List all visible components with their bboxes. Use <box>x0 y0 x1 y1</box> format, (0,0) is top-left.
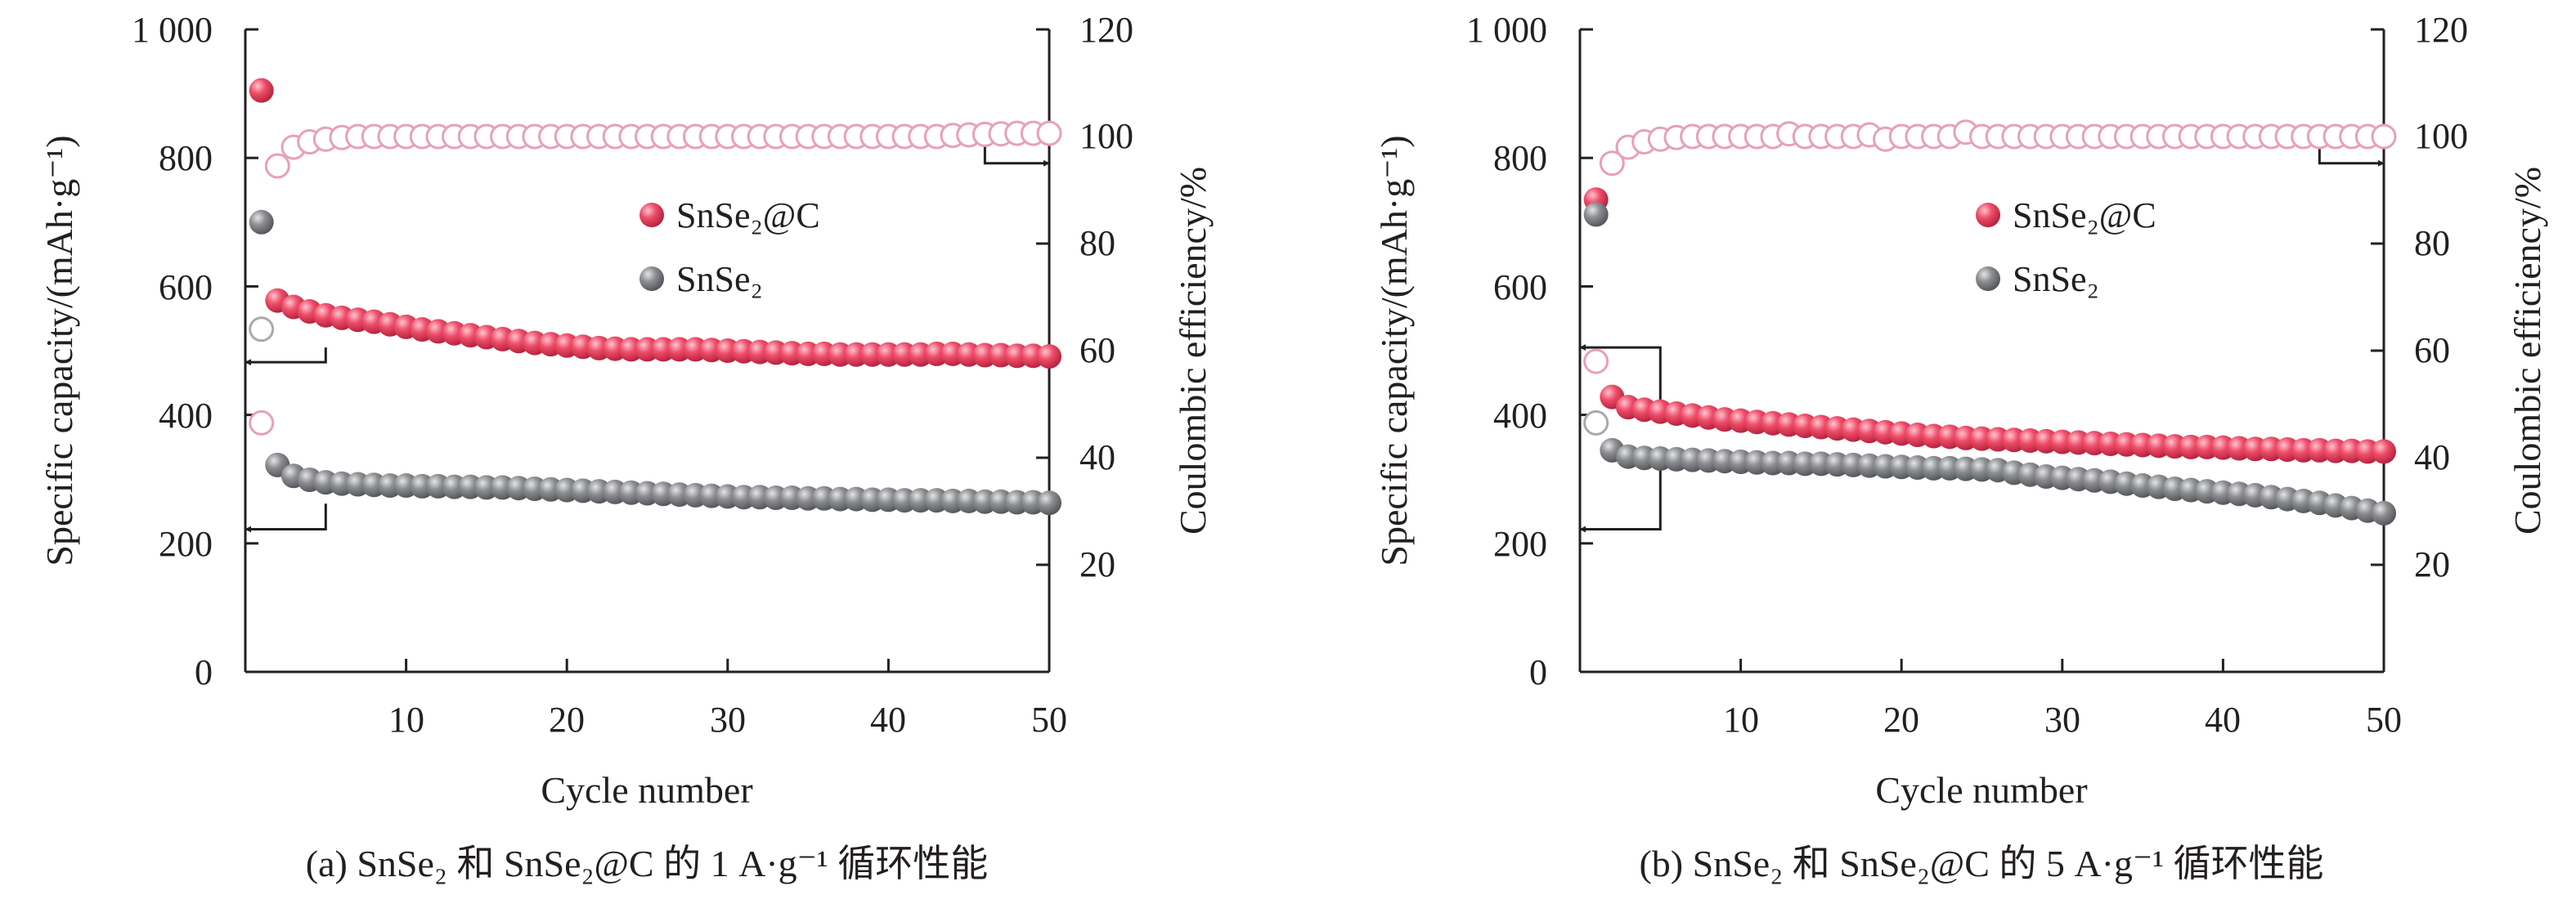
axis-indicator-arrow <box>983 141 1050 167</box>
left-y-axis-title: Specific capacity/(mAh·g⁻¹) <box>38 135 80 566</box>
snse2c-efficiency-point <box>2371 123 2397 150</box>
data-points <box>249 78 1062 516</box>
right-y-tick-label: 80 <box>1079 223 1115 263</box>
x-tick-label: 10 <box>1723 700 1759 740</box>
x-tick-label: 20 <box>1883 700 1919 740</box>
right-y-tick-labels: 20 40 60 80 100 120 <box>2414 10 2468 584</box>
left-y-tick-label: 200 <box>159 524 213 564</box>
x-tick-label: 50 <box>1031 700 1067 740</box>
x-tick-label: 20 <box>549 700 585 740</box>
x-tick-label: 30 <box>710 700 746 740</box>
right-y-tick-label: 60 <box>2414 330 2450 370</box>
left-y-tick-labels: 0 200 400 600 800 1 000 <box>132 10 213 692</box>
left-y-tick-label: 400 <box>159 396 213 436</box>
legend-marker-snse2c <box>640 203 664 227</box>
series-axis-arrows <box>245 141 1050 533</box>
snse2c-efficiency-point <box>249 409 275 436</box>
left-y-tick-label: 800 <box>159 138 213 178</box>
left-y-tick-label: 0 <box>1529 652 1547 692</box>
legend-label-snse2: SnSe₂ <box>2013 259 2099 299</box>
left-y-tick-label: 600 <box>159 267 213 307</box>
panel-caption: (a) SnSe₂ 和 SnSe₂@C 的 1 A·g⁻¹ 循环性能 <box>306 843 988 884</box>
right-y-tick-label: 20 <box>1079 544 1115 584</box>
axis-indicator-arrow <box>245 503 327 533</box>
x-tick-label: 30 <box>2044 700 2080 740</box>
right-y-axis-title: Coulombic efficiency/% <box>1172 167 1214 535</box>
x-tick-label: 10 <box>388 700 424 740</box>
right-y-axis-title: Coulombic efficiency/% <box>2506 167 2548 535</box>
left-y-tick-label: 1 000 <box>132 10 213 50</box>
data-points <box>1583 119 2397 526</box>
legend-label-snse2: SnSe₂ <box>676 259 763 299</box>
legend-label-snse2c: SnSe₂@C <box>676 195 820 235</box>
right-y-tick-label: 100 <box>1079 116 1133 156</box>
left-y-tick-label: 600 <box>1493 267 1547 307</box>
snse2c-efficiency-point <box>1583 348 1609 374</box>
left-y-tick-label: 0 <box>195 652 213 692</box>
right-y-tick-label: 20 <box>2414 544 2450 584</box>
left-y-tick-label: 400 <box>1493 396 1547 436</box>
axis-indicator-arrow <box>1579 450 1662 533</box>
snse2c-efficiency-point <box>1036 120 1062 146</box>
left-y-axis-title: Specific capacity/(mAh·g⁻¹) <box>1373 135 1415 566</box>
left-y-tick-label: 800 <box>1493 138 1547 178</box>
snse2-efficiency-point <box>249 316 275 342</box>
right-y-tick-label: 80 <box>2414 223 2450 263</box>
snse2c-capacity-point <box>249 78 274 103</box>
snse2c-efficiency-point <box>264 153 290 179</box>
snse2-capacity-point <box>2372 500 2396 526</box>
left-y-tick-labels: 0 200 400 600 800 1 000 <box>1466 10 1547 692</box>
snse2-capacity-point <box>1037 490 1061 516</box>
right-y-tick-label: 120 <box>1079 10 1133 50</box>
right-y-tick-label: 40 <box>2414 437 2450 477</box>
legend-marker-snse2 <box>640 266 664 291</box>
snse2-efficiency-point <box>1583 409 1609 436</box>
right-y-tick-label: 120 <box>2414 10 2468 50</box>
x-axis-title: Cycle number <box>541 769 752 811</box>
legend: SnSe₂@C SnSe₂ <box>640 195 820 299</box>
legend-marker-snse2c <box>1976 203 2000 227</box>
panel-b: 0 200 400 600 800 1 000 20 40 60 80 100 … <box>1373 10 2548 884</box>
x-tick-label: 40 <box>870 700 906 740</box>
legend-label-snse2c: SnSe₂@C <box>2013 195 2156 235</box>
right-y-tick-labels: 20 40 60 80 100 120 <box>1079 10 1133 584</box>
snse2-capacity-point <box>1583 202 1609 227</box>
x-tick-labels: 10 20 30 40 50 <box>1723 700 2402 740</box>
x-tick-label: 40 <box>2205 700 2241 740</box>
panel-caption: (b) SnSe₂ 和 SnSe₂@C 的 5 A·g⁻¹ 循环性能 <box>1639 843 2323 884</box>
legend-marker-snse2 <box>1976 266 2000 291</box>
snse2c-capacity-point <box>1037 344 1061 369</box>
x-tick-label: 50 <box>2366 700 2402 740</box>
axis-indicator-arrow <box>1579 344 1662 415</box>
right-y-tick-label: 40 <box>1079 437 1115 477</box>
panel-a: 0 200 400 600 800 1 000 20 40 60 80 100 … <box>38 10 1214 884</box>
axis-indicator-arrow <box>245 347 327 366</box>
legend: SnSe₂@C SnSe₂ <box>1976 195 2156 299</box>
x-tick-labels: 10 20 30 40 50 <box>388 700 1067 740</box>
snse2-capacity-point <box>249 209 274 235</box>
snse2c-capacity-point <box>2372 439 2396 464</box>
right-y-tick-label: 100 <box>2414 116 2468 156</box>
right-y-tick-label: 60 <box>1079 330 1115 370</box>
snse2c-efficiency-point <box>1599 150 1625 177</box>
left-y-tick-label: 1 000 <box>1466 10 1547 50</box>
left-y-tick-label: 200 <box>1493 524 1547 564</box>
x-axis-title: Cycle number <box>1875 769 2087 811</box>
